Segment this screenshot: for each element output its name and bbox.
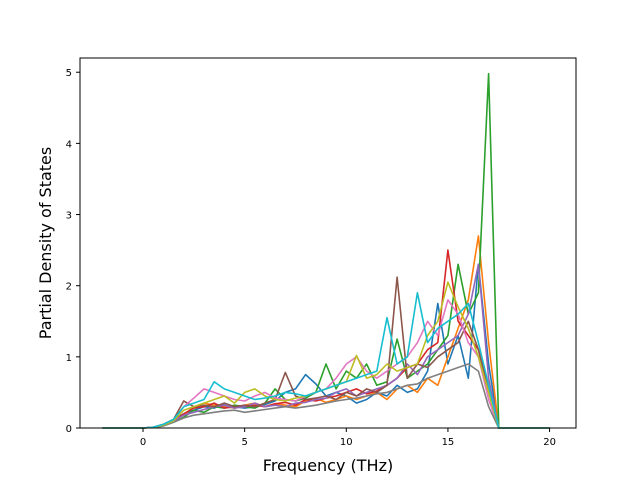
series-line-5 xyxy=(102,263,550,429)
y-tick-label: 5 xyxy=(66,68,72,79)
x-tick-label: 5 xyxy=(241,437,247,448)
plot-frame xyxy=(79,57,577,429)
y-axis-label: Partial Density of States xyxy=(36,147,55,339)
y-tick-label: 1 xyxy=(66,353,72,364)
x-axis: 0 5 10 15 20 xyxy=(140,428,556,448)
y-tick-label: 3 xyxy=(66,211,72,222)
y-axis: 0 1 2 3 4 5 xyxy=(66,68,80,435)
series-line-10 xyxy=(102,291,550,429)
x-tick-label: 15 xyxy=(442,437,455,448)
y-tick-label: 2 xyxy=(66,282,72,293)
y-tick-label: 0 xyxy=(66,424,72,435)
x-tick-label: 20 xyxy=(543,437,556,448)
x-axis-label: Frequency (THz) xyxy=(263,456,393,475)
series-group xyxy=(102,72,550,429)
y-tick-label: 4 xyxy=(66,139,72,150)
x-tick-label: 10 xyxy=(340,437,353,448)
x-tick-label: 0 xyxy=(140,437,146,448)
series-line-8 xyxy=(102,363,550,429)
